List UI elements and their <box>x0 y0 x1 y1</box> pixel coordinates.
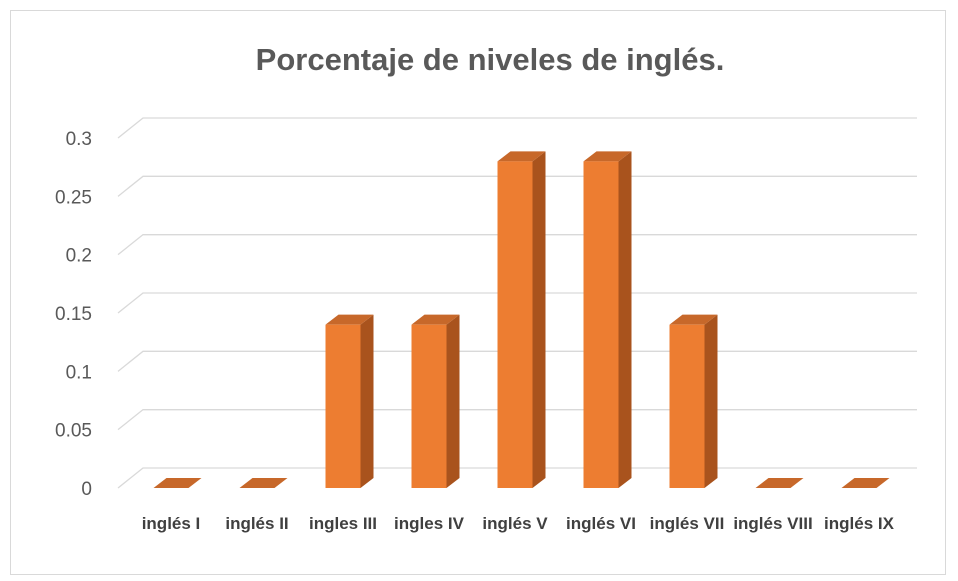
bar-top <box>583 151 632 162</box>
bar-top <box>325 314 374 325</box>
grid-line <box>117 175 917 197</box>
bar-top <box>411 314 460 325</box>
y-tick-label: 0.15 <box>55 304 92 325</box>
x-tick-label: ingles III <box>308 514 378 533</box>
grid-line <box>117 234 917 256</box>
bar-top <box>755 478 804 488</box>
bar <box>669 324 705 488</box>
bar <box>411 324 447 488</box>
grid-line <box>117 292 917 314</box>
x-tick-label: inglés V <box>482 514 548 533</box>
y-tick-label: 0 <box>81 479 92 500</box>
y-tick-label: 0.3 <box>66 129 92 150</box>
bar-side <box>618 151 632 489</box>
bar-side <box>704 314 718 488</box>
grid-line <box>117 117 917 139</box>
bar <box>583 161 619 489</box>
x-tick-label: inglés IX <box>824 514 894 533</box>
y-tick-label: 0.25 <box>55 187 92 208</box>
y-tick-label: 0.1 <box>66 362 92 383</box>
x-tick-label: inglés VII <box>649 514 725 533</box>
grid-line <box>117 409 917 431</box>
bar <box>497 161 533 489</box>
x-tick-label: inglés I <box>141 514 201 533</box>
bar-top <box>841 478 890 488</box>
x-tick-label: ingles IV <box>394 514 464 533</box>
x-tick-label: inglés VIII <box>733 514 813 533</box>
y-tick-label: 0.2 <box>66 246 92 267</box>
x-tick-label: inglés VI <box>566 514 636 533</box>
bar-side <box>360 314 374 488</box>
bar-top <box>239 478 288 488</box>
y-tick-label: 0.05 <box>55 421 92 442</box>
grid-line <box>117 350 917 372</box>
bar-side <box>446 314 460 488</box>
bar-top <box>669 314 718 325</box>
bar-side <box>532 151 546 489</box>
bar <box>325 324 361 488</box>
bar-top <box>497 151 546 162</box>
x-tick-label: inglés II <box>225 514 289 533</box>
bar-top <box>153 478 202 488</box>
chart-title: Porcentaje de niveles de inglés. <box>256 42 725 77</box>
grid-line <box>117 467 917 489</box>
